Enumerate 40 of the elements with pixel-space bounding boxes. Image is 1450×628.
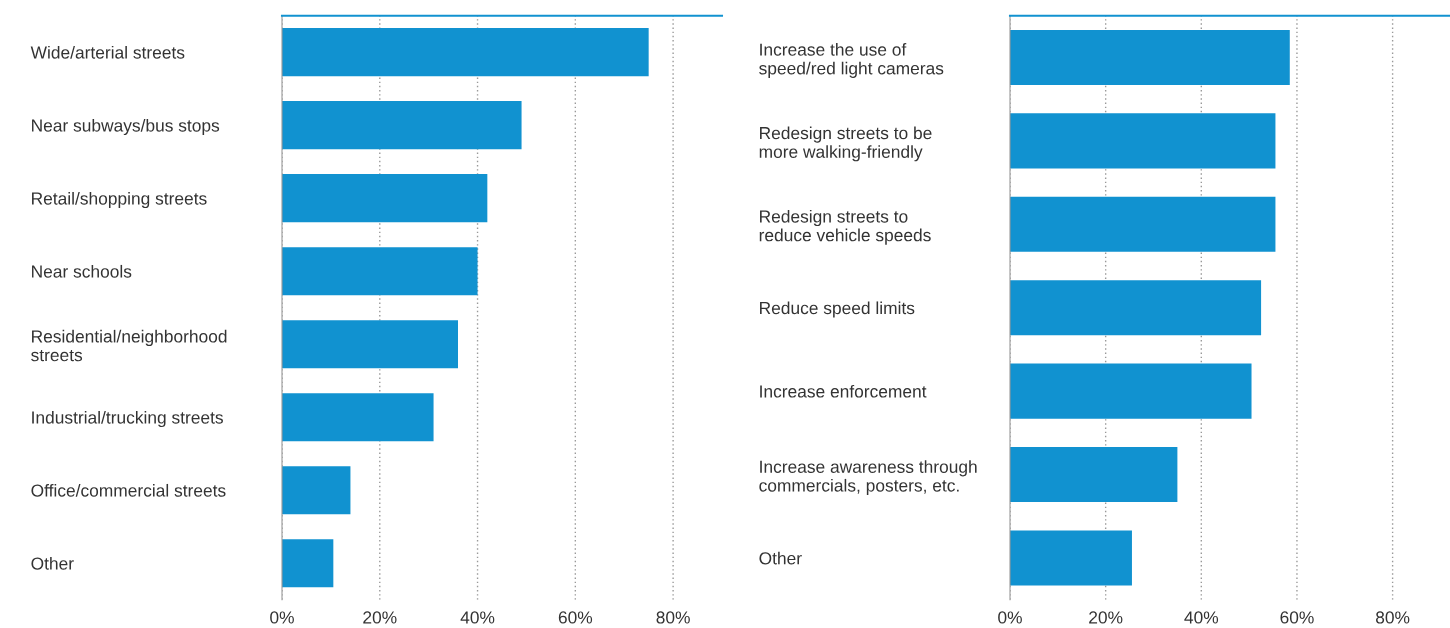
y-tick-label: Office/commercial streets: [31, 483, 226, 497]
y-tick-label: Near schools: [32, 264, 132, 278]
bar: [282, 539, 334, 588]
y-tick-label: Redesign streets to be more walking-friendly: [759, 126, 932, 162]
x-tick-label: 20%: [363, 611, 397, 624]
y-tick-label: Residential/neighborhood streets: [31, 329, 227, 362]
x-tick-label: 40%: [460, 611, 495, 624]
bar: [282, 320, 458, 369]
x-tick-label: 60%: [558, 611, 593, 624]
x-tick-label: 40%: [1184, 611, 1219, 624]
y-tick-label: Industrial/trucking streets: [32, 410, 223, 428]
bar: [1010, 280, 1262, 336]
y-tick-label: Retail/shopping streets: [32, 191, 207, 209]
bar: [1010, 447, 1178, 503]
x-tick-label: 0%: [270, 611, 294, 624]
y-tick-label: Other: [31, 556, 74, 570]
x-tick-label: 80%: [656, 611, 690, 624]
x-tick-label: 0%: [998, 611, 1022, 624]
bar: [282, 393, 434, 442]
bar: [1010, 363, 1252, 419]
y-tick-label: Near subways/bus stops: [32, 118, 220, 136]
bar: [282, 174, 488, 223]
bar: [1010, 29, 1290, 85]
bar: [1010, 113, 1276, 169]
y-tick-label: Increase the use of speed/red light cameras: [759, 43, 944, 78]
y-tick-label: Reduce speed limits: [760, 301, 915, 318]
x-tick-label: 80%: [1375, 611, 1410, 624]
x-tick-label: 20%: [1089, 611, 1123, 624]
bar: [282, 247, 478, 296]
y-tick-label: Redesign streets to reduce vehicle speeds: [759, 209, 931, 245]
y-tick-label: Increase enforcement: [760, 384, 927, 398]
bar: [282, 466, 351, 515]
bar: [282, 28, 649, 77]
x-tick-label: 60%: [1280, 611, 1314, 624]
bar: [1010, 196, 1276, 252]
bar: [282, 101, 522, 150]
y-tick-label: Wide/arterial streets: [30, 45, 185, 59]
y-tick-label: Increase awareness through commercials, posters, etc.: [759, 460, 977, 496]
bar: [1010, 530, 1132, 586]
y-tick-label: Other: [759, 551, 802, 565]
